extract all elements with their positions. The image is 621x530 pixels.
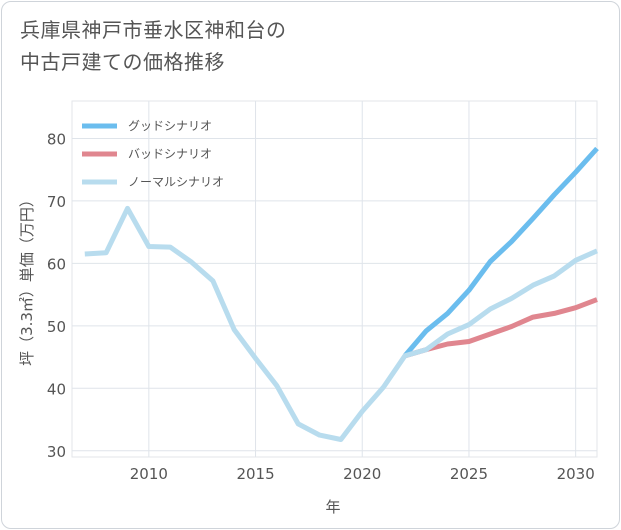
y-tick-label: 30 [47, 443, 66, 461]
legend-label-0: グッドシナリオ [128, 119, 212, 133]
grid-lines [72, 101, 597, 457]
x-axis-label: 年 [325, 498, 340, 516]
legend-label-1: バッドシナリオ [128, 147, 212, 161]
chart-title-line-1: 兵庫県神戸市垂水区神和台の [20, 18, 287, 42]
series-line-0 [403, 146, 599, 358]
y-tick-label: 70 [47, 193, 66, 211]
x-tick-label: 2025 [450, 465, 488, 483]
x-axis-ticks: 2010 2015 2020 2025 2030 [130, 465, 595, 483]
y-tick-label: 50 [47, 318, 66, 336]
y-axis-label: 坪（3.3㎡）単価（万円） [18, 192, 36, 366]
series-lines [84, 146, 599, 442]
series-line-1 [404, 297, 598, 359]
x-tick-label: 2010 [130, 465, 168, 483]
chart-title: 兵庫県神戸市垂水区神和台の 中古戸建ての価格推移 [20, 14, 460, 78]
legend-label-2: ノーマルシナリオ [128, 175, 224, 189]
series-line-2 [84, 205, 599, 442]
chart-title-line-2: 中古戸建ての価格推移 [20, 50, 225, 74]
x-tick-label: 2015 [236, 465, 274, 483]
x-tick-label: 2020 [343, 465, 381, 483]
plot-area [71, 100, 598, 458]
y-tick-label: 80 [47, 130, 66, 148]
y-tick-label: 60 [47, 255, 66, 273]
y-axis-ticks: 30 40 50 60 70 80 [47, 130, 66, 460]
x-tick-label: 2030 [557, 465, 595, 483]
y-tick-label: 40 [47, 380, 66, 398]
